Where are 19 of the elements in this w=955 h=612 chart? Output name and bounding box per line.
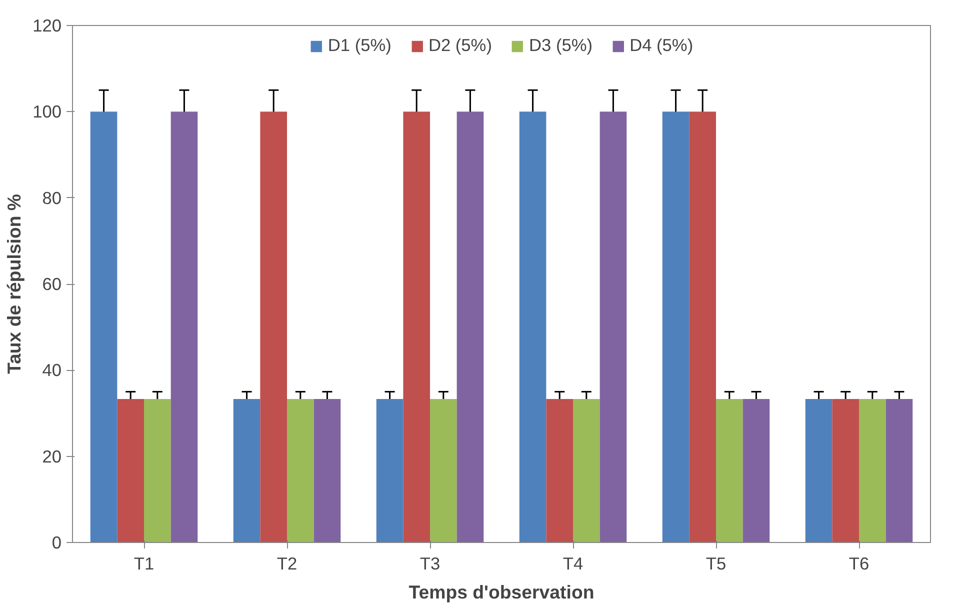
x-tick-label: T3 <box>420 554 440 574</box>
x-tick-label: T4 <box>562 554 584 574</box>
y-tick-label: 120 <box>32 16 62 36</box>
legend-label: D4 (5%) <box>630 35 694 56</box>
y-tick-label: 0 <box>52 532 62 552</box>
legend-label: D1 (5%) <box>328 35 392 56</box>
y-tick-label: 100 <box>32 102 62 122</box>
y-tick-label: 20 <box>42 446 62 466</box>
x-axis-title: Temps d'observation <box>408 582 594 602</box>
x-tick-label: T1 <box>134 554 154 574</box>
legend-label: D3 (5%) <box>529 35 593 56</box>
y-tick-label: 60 <box>42 274 62 294</box>
y-tick-label: 40 <box>42 360 62 380</box>
legend-label: D2 (5%) <box>428 35 492 56</box>
x-tick-label: T5 <box>706 554 726 574</box>
y-tick-label: 80 <box>42 188 62 208</box>
y-axis-title: Taux de répulsion % <box>4 194 25 374</box>
x-tick-label: T6 <box>848 554 870 574</box>
x-tick-label: T2 <box>276 554 298 574</box>
